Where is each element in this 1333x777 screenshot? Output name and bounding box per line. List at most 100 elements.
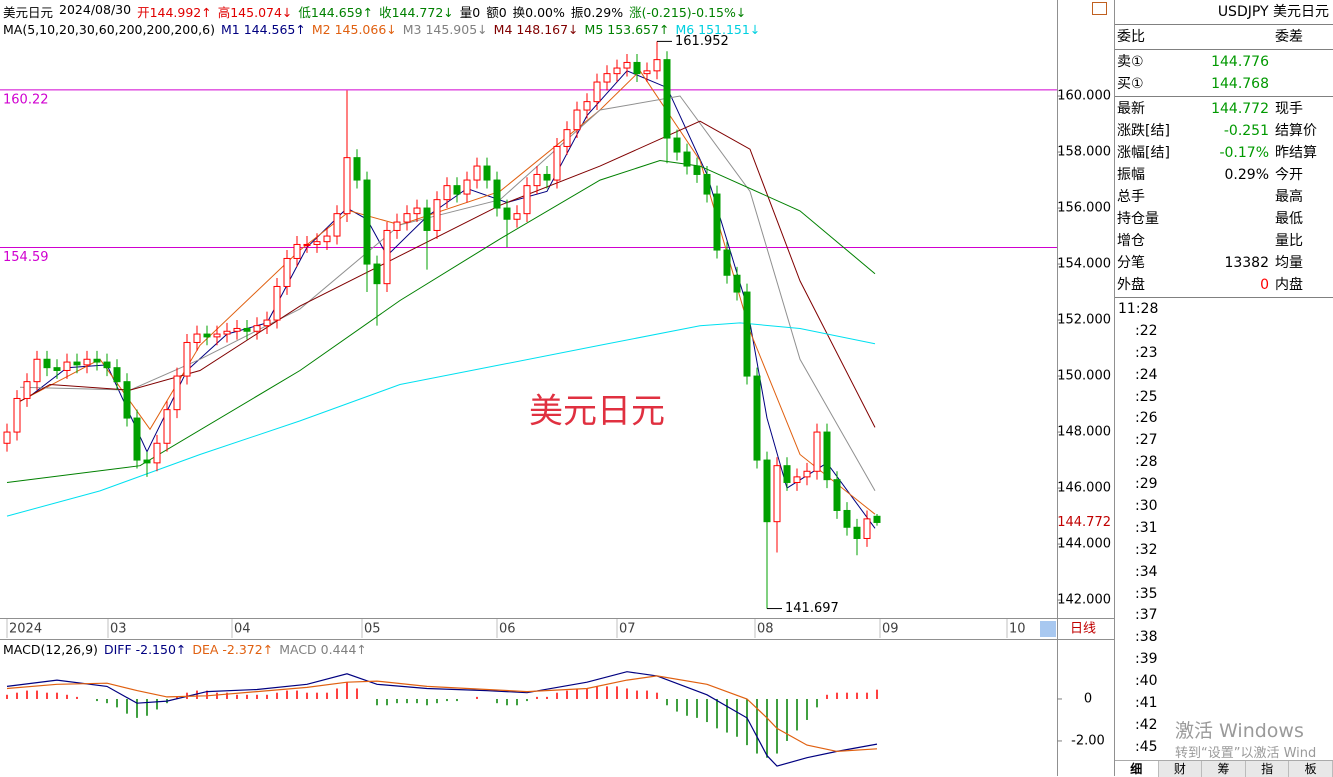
quote-row: 持仓量 最低: [1115, 208, 1333, 230]
os-watermark: 激活 Windows: [1175, 720, 1304, 742]
legend-item: 美元日元: [3, 5, 54, 20]
quote-row: 振幅 0.29% 今开: [1115, 164, 1333, 186]
row-label: 昨结算: [1275, 145, 1317, 161]
x-tick-label: 06: [499, 622, 516, 637]
legend-item: M6 151.151↓: [675, 22, 761, 37]
y-tick-label: 148.000: [1057, 425, 1111, 440]
candle-body: [233, 327, 241, 332]
candle-body: [213, 333, 221, 338]
header: 美元日元 2024/08/30 开144.992↑ 高145.074↓ 低144.659…: [3, 2, 746, 21]
time-label: :41: [1135, 695, 1158, 712]
candle-body: [563, 129, 571, 147]
candle-body: [83, 358, 91, 366]
chart: 美元日元 142.000 144.000 146.000 148.000 150.000 1…: [0, 0, 1115, 776]
tab[interactable]: 筹: [1202, 761, 1246, 777]
candle-body: [723, 249, 731, 276]
scroll-button[interactable]: [1040, 621, 1056, 637]
row-label: 均量: [1275, 255, 1303, 271]
candle-body: [823, 431, 831, 481]
candle-body: [423, 207, 431, 231]
time-label: :32: [1135, 541, 1158, 558]
legend-item: MACD(12,26,9): [3, 642, 98, 657]
extreme-label: 161.952: [675, 34, 729, 49]
row-label: 内盘: [1275, 277, 1303, 293]
time-label: :23: [1135, 344, 1158, 361]
candle-body: [673, 137, 681, 153]
legend-item: DEA -2.372↑: [192, 642, 274, 657]
tab[interactable]: 板: [1289, 761, 1333, 777]
candle-body: [873, 515, 881, 523]
tab[interactable]: 细: [1115, 761, 1159, 777]
row-label: 最低: [1275, 211, 1303, 227]
candle-body: [273, 285, 281, 321]
quote-row: 外盘 0 内盘: [1115, 274, 1333, 296]
candle-body: [713, 193, 721, 251]
y-tick-label: -2.00: [1071, 733, 1105, 748]
row-label: 外盘: [1117, 277, 1145, 293]
window-icon[interactable]: [1092, 2, 1107, 15]
candle-body: [433, 199, 441, 231]
candle-body: [603, 73, 611, 83]
legend-item: 收144.772↓: [379, 5, 454, 20]
time-label: :24: [1135, 366, 1158, 383]
y-tick-label: 154.000: [1057, 257, 1111, 272]
tab[interactable]: 指: [1246, 761, 1290, 777]
legend-item: DIFF -2.150↑: [103, 642, 187, 657]
quote-row: 增仓 量比: [1115, 230, 1333, 252]
legend-item: 低144.659↑: [298, 5, 374, 20]
legend-item: MA(5,10,20,30,60,200,200,200,6): [3, 22, 215, 37]
candle-body: [683, 151, 691, 167]
time-label: :37: [1135, 607, 1158, 624]
candle-body: [183, 341, 191, 377]
row-value: 13382: [1224, 255, 1269, 271]
candle-body: [353, 157, 361, 181]
row-value: 144.772: [1211, 101, 1269, 117]
y-tick-label: 144.000: [1057, 537, 1111, 552]
candle-body: [33, 358, 41, 383]
legend-item: M3 145.905↓: [402, 22, 488, 37]
candle-body: [153, 442, 161, 464]
candle-body: [463, 179, 471, 195]
candle-body: [93, 358, 101, 363]
candle-body: [483, 165, 491, 181]
candle-body: [133, 417, 141, 461]
row-label: 最高: [1275, 189, 1303, 205]
legend-item: M1 144.565↑: [220, 22, 306, 37]
row-label: 总手: [1117, 189, 1145, 205]
row-label: 委差: [1275, 29, 1303, 45]
candle-body: [523, 185, 531, 215]
candle-body: [413, 207, 421, 215]
tab[interactable]: 财: [1159, 761, 1203, 777]
candle-body: [113, 367, 121, 383]
legend-item: 换0.00%: [512, 5, 565, 20]
time-label: :22: [1135, 322, 1158, 339]
row-label: 涨幅[结]: [1117, 145, 1170, 161]
level-label: 160.22: [3, 92, 49, 107]
y-tick-label: 142.000: [1057, 593, 1111, 608]
candle-body: [623, 61, 631, 69]
candle-body: [663, 59, 671, 139]
ma-line: [6, 159, 876, 483]
time-label: :29: [1135, 476, 1158, 493]
row-label: 买①: [1117, 76, 1144, 92]
candle-body: [283, 257, 291, 287]
candle-body: [573, 109, 581, 131]
candle-body: [363, 179, 371, 265]
macd-legend: MACD(12,26,9) DIFF -2.150↑ DEA -2.372↑ MACD…: [3, 642, 367, 657]
candle-body: [593, 81, 601, 103]
time-label: :45: [1135, 738, 1158, 755]
candle-body: [763, 459, 771, 523]
row-value: 0.29%: [1224, 167, 1269, 183]
row-label: 量比: [1275, 233, 1303, 249]
candle-body: [343, 157, 351, 215]
row-label: 增仓: [1117, 233, 1145, 249]
candle-body: [53, 367, 61, 371]
time-label: :31: [1135, 519, 1158, 536]
candle-body: [163, 409, 171, 444]
quote-row: 总手 最高: [1115, 186, 1333, 208]
candle-body: [373, 263, 381, 285]
time-label: :35: [1135, 585, 1158, 602]
tab-bar: 细财筹指板: [1115, 760, 1333, 777]
legend-item: 开144.992↑: [137, 5, 212, 20]
period-label: 日线: [1070, 622, 1096, 637]
